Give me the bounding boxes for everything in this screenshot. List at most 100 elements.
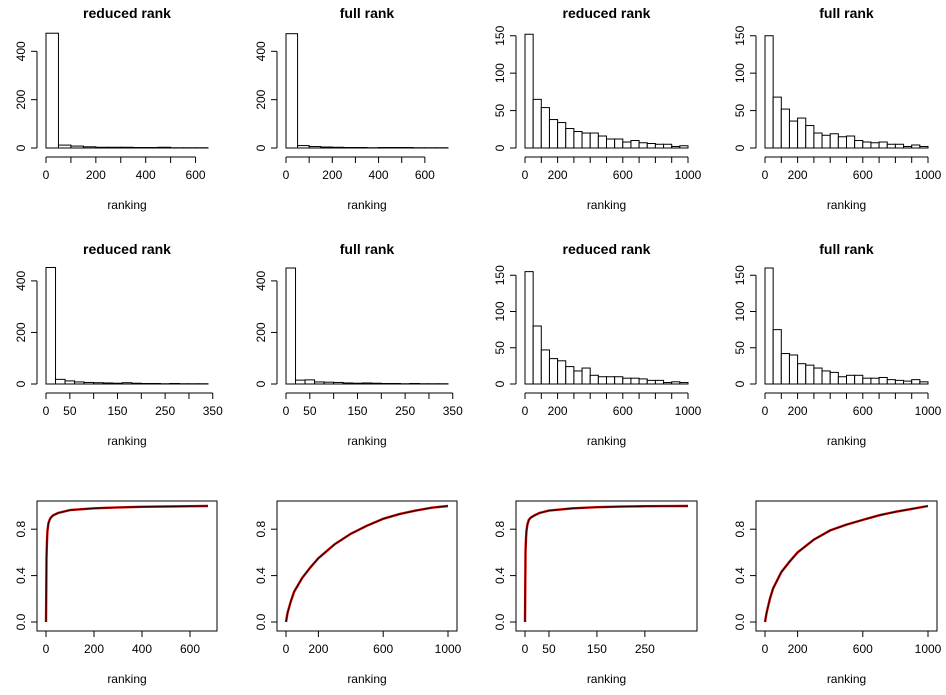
histogram-bar bbox=[93, 382, 104, 385]
histogram-bar bbox=[886, 379, 896, 385]
x-tick-label: 0 bbox=[283, 642, 290, 656]
histogram-bar bbox=[45, 32, 59, 149]
y-tick-label: 0 bbox=[254, 380, 268, 387]
panel-12: 0 200 600 1000 ranking 0.0 0.4 0.8 bbox=[733, 500, 942, 686]
x-tick-label: 1000 bbox=[915, 642, 942, 656]
histogram-bar bbox=[679, 382, 689, 385]
histogram-bar bbox=[112, 382, 123, 385]
x-tick-label: 0 bbox=[43, 642, 50, 656]
histogram-bar bbox=[821, 370, 831, 385]
x-tick-label: 0 bbox=[43, 168, 50, 182]
histogram-bar bbox=[524, 33, 534, 149]
histogram-bar bbox=[55, 378, 66, 385]
histogram-bar bbox=[70, 145, 84, 149]
histogram-bar bbox=[638, 378, 648, 385]
histogram-bar bbox=[614, 138, 624, 149]
histogram-bar bbox=[671, 381, 681, 385]
plot-frame bbox=[276, 500, 458, 632]
x-tick-label: 200 bbox=[788, 168, 808, 182]
x-tick-label: 0 bbox=[522, 168, 529, 182]
histogram-bar bbox=[646, 379, 656, 385]
x-tick-label: 250 bbox=[395, 404, 415, 418]
y-tick-label: 0.4 bbox=[254, 567, 268, 584]
series-line bbox=[285, 505, 449, 623]
histogram-bar bbox=[102, 382, 114, 385]
y-tick-label: 0 bbox=[493, 380, 507, 387]
x-tick-label: 350 bbox=[443, 404, 463, 418]
x-tick-label: 600 bbox=[853, 642, 873, 656]
x-tick-label: 200 bbox=[788, 642, 808, 656]
x-axis-label: ranking bbox=[347, 198, 386, 212]
x-axis-label: ranking bbox=[347, 434, 386, 448]
y-tick-label: 0.0 bbox=[254, 613, 268, 630]
panel-11: 0 50 150 250 ranking 0.0 0.4 0.8 bbox=[493, 500, 698, 686]
histogram-bar bbox=[589, 374, 599, 385]
y-tick-label: 0.4 bbox=[733, 567, 747, 584]
x-axis-label: ranking bbox=[587, 672, 626, 686]
y-tick-label: 400 bbox=[14, 271, 28, 291]
x-tick-label: 400 bbox=[132, 642, 152, 656]
histogram-bar bbox=[654, 143, 665, 149]
x-tick-label: 1000 bbox=[675, 168, 702, 182]
y-tick-label: 0 bbox=[493, 144, 507, 151]
histogram-bar bbox=[169, 382, 180, 385]
panel-3: reduced rank 0 200 600 1000 ranking 0 50 100 150 bbox=[493, 5, 702, 212]
histogram-bar bbox=[663, 382, 673, 385]
x-tick-label: 600 bbox=[373, 642, 393, 656]
x-axis-label: ranking bbox=[827, 672, 866, 686]
histogram-bar bbox=[352, 382, 363, 385]
x-tick-label: 400 bbox=[369, 168, 389, 182]
histogram-bar bbox=[630, 377, 640, 385]
histogram-bar bbox=[333, 381, 344, 385]
y-tick-label: 100 bbox=[493, 301, 507, 321]
histogram-bar bbox=[903, 146, 913, 149]
plot-frame bbox=[755, 500, 938, 632]
histogram-bar bbox=[532, 325, 542, 385]
histogram-bar bbox=[870, 377, 880, 385]
histogram-bar bbox=[295, 379, 306, 385]
histogram-bar bbox=[630, 140, 640, 149]
x-tick-label: 0 bbox=[522, 404, 529, 418]
y-tick-label: 200 bbox=[254, 322, 268, 342]
x-tick-label: 350 bbox=[203, 404, 223, 418]
x-tick-label: 600 bbox=[415, 168, 435, 182]
histogram-bar bbox=[524, 271, 534, 385]
y-tick-label: 50 bbox=[493, 104, 507, 118]
x-tick-label: 200 bbox=[788, 404, 808, 418]
histogram-bar bbox=[540, 349, 550, 385]
panel-5: reduced rank 0 50 150 250 350 ranking 0 200 400 bbox=[14, 241, 223, 448]
histogram-bar bbox=[788, 354, 799, 385]
histogram-bar bbox=[83, 381, 95, 385]
histogram-bar bbox=[622, 377, 632, 385]
histogram-bar bbox=[903, 380, 913, 385]
x-axis-label: ranking bbox=[107, 672, 146, 686]
panel-6: full rank 0 50 150 250 350 ranking 0 200 400 bbox=[254, 241, 463, 448]
x-tick-label: 50 bbox=[303, 404, 317, 418]
y-tick-label: 50 bbox=[493, 341, 507, 355]
y-tick-label: 150 bbox=[733, 25, 747, 45]
panel-title: reduced rank bbox=[563, 5, 651, 21]
histogram-bar bbox=[361, 382, 373, 385]
histogram-bar bbox=[95, 146, 109, 149]
panel-1: reduced rank 0 200 400 600 ranking 0 200 400 bbox=[14, 5, 209, 212]
histogram-bar bbox=[131, 382, 142, 385]
x-tick-label: 250 bbox=[155, 404, 175, 418]
histogram-bar bbox=[304, 379, 316, 385]
histogram-bar bbox=[606, 376, 616, 385]
histogram-bar bbox=[780, 108, 790, 149]
x-tick-label: 200 bbox=[308, 642, 328, 656]
x-tick-label: 600 bbox=[613, 404, 633, 418]
histogram-bar bbox=[57, 144, 72, 149]
histogram-bar bbox=[606, 138, 616, 149]
panel-title: full rank bbox=[340, 241, 395, 257]
series-line bbox=[763, 504, 929, 623]
series-line bbox=[44, 504, 209, 623]
y-tick-label: 150 bbox=[493, 25, 507, 45]
histogram-bar bbox=[581, 132, 591, 149]
histogram-bar bbox=[540, 107, 550, 149]
y-tick-label: 0.8 bbox=[14, 521, 28, 538]
plot-frame bbox=[36, 500, 218, 632]
x-tick-label: 0 bbox=[762, 168, 769, 182]
